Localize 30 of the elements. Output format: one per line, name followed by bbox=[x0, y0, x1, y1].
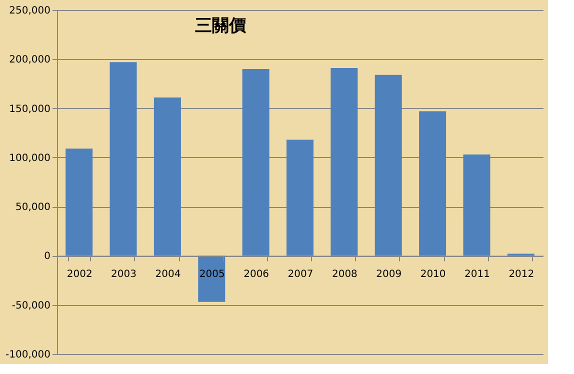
x-tick-label: 2002 bbox=[66, 269, 92, 280]
y-tick-label: 150,000 bbox=[9, 104, 50, 115]
x-tick-label: 2008 bbox=[332, 269, 358, 280]
x-tick-label: 2005 bbox=[199, 269, 225, 280]
bar bbox=[374, 74, 402, 256]
bar bbox=[110, 62, 137, 256]
x-tick-label: 2006 bbox=[244, 269, 270, 280]
y-tick-label: 0 bbox=[44, 251, 50, 262]
x-tick-label: 2003 bbox=[111, 269, 136, 280]
x-tick-label: 2009 bbox=[376, 269, 402, 280]
y-tick-label: 50,000 bbox=[16, 202, 50, 214]
bar bbox=[286, 140, 314, 256]
bar bbox=[66, 148, 93, 256]
y-tick-label: 250,000 bbox=[9, 6, 50, 16]
x-tick-label: 2012 bbox=[508, 269, 534, 280]
chart-title: 三關價 bbox=[195, 16, 248, 36]
bar bbox=[419, 111, 446, 256]
y-tick-label: -50,000 bbox=[12, 300, 50, 312]
y-tick-label: -100,000 bbox=[6, 350, 50, 360]
bar bbox=[154, 97, 181, 256]
bar bbox=[463, 154, 490, 256]
x-tick-label: 2004 bbox=[155, 269, 181, 280]
y-tick-label: 200,000 bbox=[9, 54, 50, 66]
y-tick-label: 100,000 bbox=[9, 152, 50, 164]
bar bbox=[242, 68, 270, 256]
x-tick-label: 2007 bbox=[288, 269, 314, 280]
bar bbox=[330, 68, 358, 256]
bar bbox=[198, 256, 226, 302]
x-tick-label: 2010 bbox=[420, 269, 446, 280]
x-tick-label: 2011 bbox=[464, 269, 490, 280]
